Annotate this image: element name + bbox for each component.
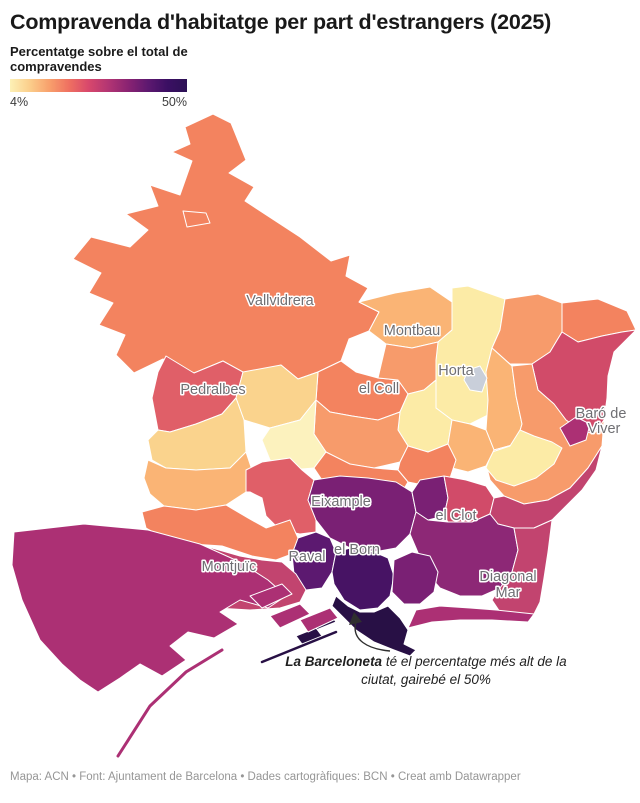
map-label-baro-de-viver-line2: Viver xyxy=(588,421,621,437)
map-label-baro-de-viver-line1: Baró de xyxy=(576,406,627,422)
legend-gradient-bar xyxy=(10,79,187,92)
map-region-eixample[interactable] xyxy=(307,475,417,553)
map-label-pedralbes: Pedralbes xyxy=(180,382,245,398)
map-region-raval[interactable] xyxy=(291,531,337,591)
legend-title-line1: Percentatge sobre el total de xyxy=(10,44,188,59)
page-title: Compravenda d'habitatge per part d'estra… xyxy=(10,10,552,34)
map-label-diagonal-mar-line1: Diagonal xyxy=(479,569,536,585)
map-region-vila-olimpica[interactable] xyxy=(391,551,439,605)
map-label-horta: Horta xyxy=(438,363,474,379)
port-breakwater xyxy=(116,648,224,758)
map-region-port[interactable] xyxy=(11,523,287,693)
map-region-port-dock-1[interactable] xyxy=(249,583,293,609)
map-label-vallvidrera: Vallvidrera xyxy=(246,293,314,309)
map-label-montjuic: Montjuïc xyxy=(202,559,257,575)
map-label-raval: Raval xyxy=(288,549,325,565)
map-label-eixample: Eixample xyxy=(311,494,371,510)
legend-min-label: 4% xyxy=(10,95,29,109)
map-region-coastal-strip[interactable] xyxy=(407,605,535,629)
map-region-sant-andreu-band[interactable] xyxy=(485,429,563,487)
legend-title-line2: compravendes xyxy=(10,59,102,74)
annotation-arrow xyxy=(354,621,391,652)
map-label-diagonal-mar-line2: Mar xyxy=(496,585,521,601)
map-region-port-dock-3[interactable] xyxy=(299,607,339,633)
color-legend: Percentatge sobre el total de compravend… xyxy=(10,44,210,109)
annotation-bold-text: La Barceloneta xyxy=(285,654,383,669)
map-label-montbau: Montbau xyxy=(384,323,440,339)
map-region-collserola-island[interactable] xyxy=(182,210,211,228)
map-region-horta-lake xyxy=(463,365,488,393)
barceloneta-breakwater xyxy=(260,630,338,664)
map-label-el-born: el Born xyxy=(334,542,380,558)
map-label-el-coll: el Coll xyxy=(359,381,399,397)
map-region-baro-de-viver[interactable] xyxy=(559,416,591,447)
footer-credits: Mapa: ACN • Font: Ajuntament de Barcelon… xyxy=(10,771,521,783)
legend-ticks: 4% 50% xyxy=(10,95,187,109)
annotation-arrowhead xyxy=(349,612,362,625)
legend-max-label: 50% xyxy=(161,95,187,109)
annotation-rest-text: té el percentatge més alt de la ciutat, … xyxy=(361,654,567,688)
map-region-barceloneta[interactable] xyxy=(331,595,417,657)
map-label-el-clot: el Clot xyxy=(435,508,476,524)
map-region-collserola-vallvidrera[interactable] xyxy=(72,113,380,380)
map-region-el-born[interactable] xyxy=(331,547,395,611)
map-region-port-dock-2[interactable] xyxy=(269,603,311,629)
barceloneta-annotation: La Barceloneta té el percentatge més alt… xyxy=(278,653,574,689)
